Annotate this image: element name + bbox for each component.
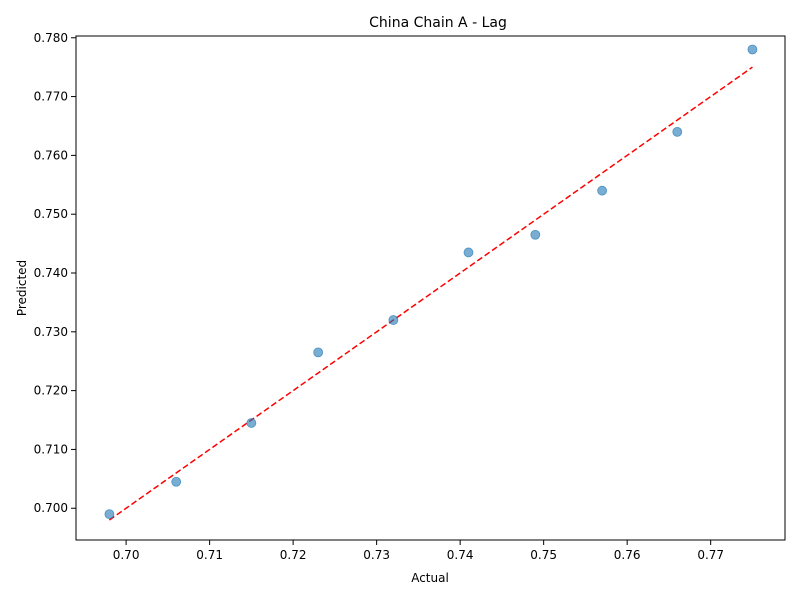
y-tick-label: 0.700 — [34, 501, 68, 515]
data-point — [597, 185, 608, 196]
plot-area-frame — [75, 35, 786, 541]
data-point — [171, 476, 182, 487]
data-point — [747, 44, 758, 55]
y-tick-label: 0.740 — [34, 266, 68, 280]
y-tick-label: 0.750 — [34, 207, 68, 221]
data-point — [104, 509, 115, 520]
reference-line — [108, 66, 753, 521]
data-point — [672, 126, 683, 137]
x-tick-label: 0.73 — [363, 548, 390, 562]
y-tick-label: 0.770 — [34, 90, 68, 104]
y-axis-ticks: 0.700 0.710 0.720 0.730 0.740 0.750 0.760 0.770… — [34, 31, 76, 515]
y-tick-label: 0.730 — [34, 325, 68, 339]
data-point — [388, 315, 399, 325]
data-points — [104, 44, 758, 520]
y-axis-label: Predicted — [15, 260, 29, 316]
y-tick-label: 0.720 — [34, 384, 68, 398]
x-tick-label: 0.75 — [530, 548, 557, 562]
x-tick-label: 0.77 — [697, 548, 724, 562]
x-axis-label: Actual — [411, 571, 449, 585]
x-tick-label: 0.76 — [614, 548, 641, 562]
x-axis-ticks: 0.70 0.71 0.72 0.73 0.74 0.75 0.76 0.77 — [113, 540, 724, 562]
y-tick-label: 0.760 — [34, 148, 68, 162]
x-tick-label: 0.71 — [196, 548, 223, 562]
y-tick-label: 0.710 — [34, 442, 68, 456]
chart-title: China Chain A - Lag — [369, 15, 507, 31]
data-point — [463, 247, 474, 258]
x-tick-label: 0.72 — [280, 548, 307, 562]
data-point — [246, 418, 257, 428]
x-tick-label: 0.70 — [113, 548, 140, 562]
x-tick-label: 0.74 — [447, 548, 474, 562]
reference-line-group — [108, 66, 753, 521]
y-tick-label: 0.780 — [34, 31, 68, 45]
data-point — [530, 229, 541, 240]
data-point — [313, 347, 324, 358]
